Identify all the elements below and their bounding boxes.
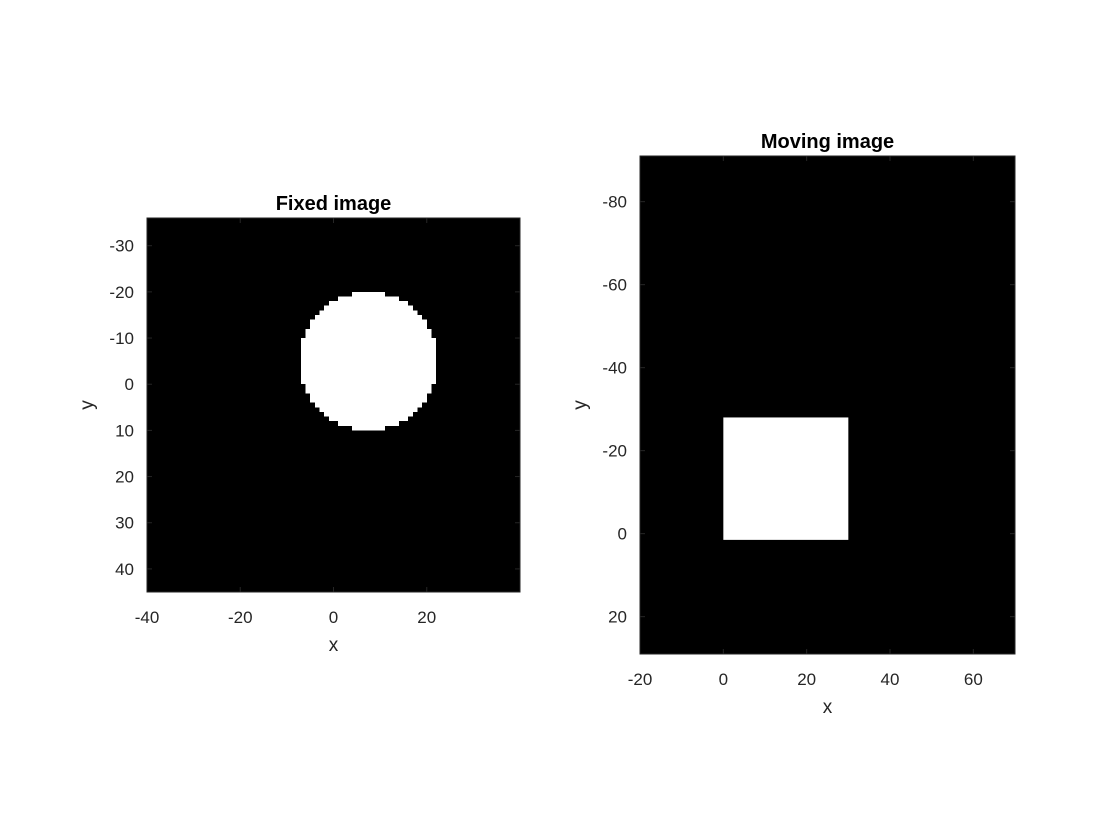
moving-image-ytick-label: -40 [602, 359, 627, 378]
fixed-image-ylabel: y [77, 400, 98, 410]
fixed-image-ytick-label: -20 [109, 283, 134, 302]
moving-image-ytick-label: -60 [602, 276, 627, 295]
moving-image-ylabel: y [570, 400, 591, 410]
moving-image-xtick-label: 40 [881, 670, 900, 689]
moving-image-ytick-label: 0 [618, 525, 627, 544]
fixed-image-ytick-label: -10 [109, 329, 134, 348]
fixed-image-xlabel: x [329, 635, 339, 656]
fixed-image-axes: -40 -20 0 20 -30 -20 -10 0 10 20 30 40 Fixed image… [77, 193, 521, 656]
moving-image-ytick-label: 20 [608, 608, 627, 627]
moving-image-xtick-label: 20 [797, 670, 816, 689]
fixed-image-xtick-label: 0 [329, 608, 338, 627]
moving-image-background [640, 156, 1015, 654]
fixed-image-xtick-label: -20 [228, 608, 253, 627]
moving-image-axes-frame [639, 155, 1016, 655]
fixed-image-ytick-label: 10 [115, 421, 134, 440]
moving-image-ytick-label: -20 [602, 442, 627, 461]
moving-image-title: Moving image [761, 131, 894, 153]
moving-image-square-shape [723, 417, 849, 540]
fixed-image-ytick-label: 40 [115, 560, 134, 579]
moving-image-ytick-label: -80 [602, 193, 627, 212]
fixed-image-ytick-label: 20 [115, 468, 134, 487]
moving-image-xtick-label: -20 [628, 670, 653, 689]
fixed-image-xtick-label: 20 [417, 608, 436, 627]
moving-image-xtick-label: 0 [719, 670, 728, 689]
fixed-image-xtick-label: -40 [135, 608, 160, 627]
moving-image-xtick-label: 60 [964, 670, 983, 689]
moving-image-xlabel: x [823, 697, 833, 718]
fixed-image-ytick-label: -30 [109, 237, 134, 256]
fixed-image-title: Fixed image [276, 193, 392, 215]
fixed-image-circle-shape [300, 291, 437, 431]
fixed-image-ytick-label: 0 [125, 375, 134, 394]
fixed-image-ytick-label: 30 [115, 514, 134, 533]
